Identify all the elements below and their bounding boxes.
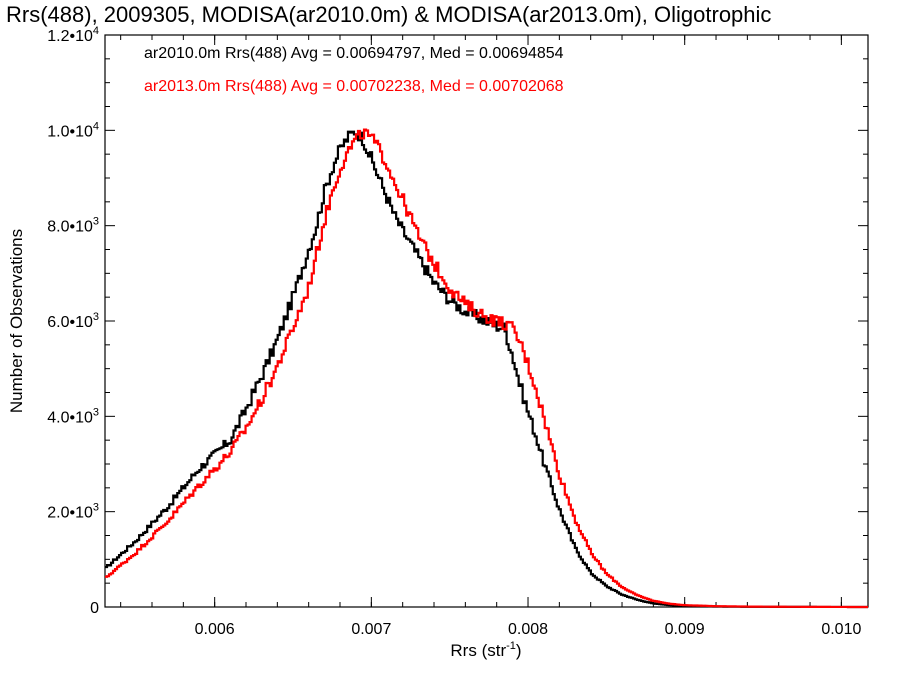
x-tick-labels: 0.006 0.007 0.008 0.009 0.010 — [195, 621, 862, 638]
y-tick-label: 1.0•104 — [47, 120, 99, 140]
y-tick-label-mantissa: 2.0•10 — [47, 505, 93, 522]
series-layer — [105, 128, 868, 609]
y-tick-label: 8.0•103 — [47, 216, 99, 236]
x-axis-label-base: Rrs (str — [450, 641, 506, 660]
y-tick-label-exponent: 3 — [93, 502, 99, 514]
x-tick-label: 0.010 — [821, 621, 861, 638]
y-tick-label-exponent: 3 — [93, 216, 99, 228]
x-tick-label: 0.007 — [351, 621, 391, 638]
y-tick-label-exponent: 4 — [93, 25, 99, 37]
series-line-ar2010 — [105, 130, 868, 609]
y-tick-label: 2.0•103 — [47, 502, 99, 522]
y-axis-label: Number of Observations — [7, 229, 26, 413]
y-tick-label: 1.2•104 — [47, 25, 99, 45]
y-tick-label: 4.0•103 — [47, 406, 99, 426]
x-tick-label: 0.009 — [665, 621, 705, 638]
y-tick-label-mantissa: 1.2•10 — [47, 28, 93, 45]
x-axis-label: Rrs (str-1) — [450, 640, 521, 660]
y-tick-label-mantissa: 8.0•10 — [47, 219, 93, 236]
y-tick-label-mantissa: 0 — [90, 600, 99, 617]
y-tick-label-exponent: 4 — [93, 120, 99, 132]
y-tick-label: 6.0•103 — [47, 311, 99, 331]
y-tick-labels: 02.0•1034.0•1036.0•1038.0•1031.0•1041.2•… — [47, 25, 99, 617]
chart-title: Rrs(488), 2009305, MODISA(ar2010.0m) & M… — [6, 2, 771, 27]
y-tick-label: 0 — [90, 600, 99, 617]
y-tick-label-mantissa: 4.0•10 — [47, 409, 93, 426]
y-tick-label-mantissa: 6.0•10 — [47, 314, 93, 331]
legend-entry-ar2010: ar2010.0m Rrs(488) Avg = 0.00694797, Med… — [144, 45, 564, 62]
y-tick-label-mantissa: 1.0•10 — [47, 123, 93, 140]
axis-ticks — [105, 34, 868, 608]
y-tick-label-exponent: 3 — [93, 311, 99, 323]
x-axis-label-exponent: -1 — [506, 640, 516, 652]
x-axis-label-suffix: ) — [516, 641, 522, 660]
series-line-ar2013 — [105, 128, 868, 609]
x-tick-label: 0.006 — [195, 621, 235, 638]
x-tick-label: 0.008 — [508, 621, 548, 638]
y-tick-label-exponent: 3 — [93, 406, 99, 418]
legend-entry-ar2013: ar2013.0m Rrs(488) Avg = 0.00702238, Med… — [144, 78, 564, 95]
